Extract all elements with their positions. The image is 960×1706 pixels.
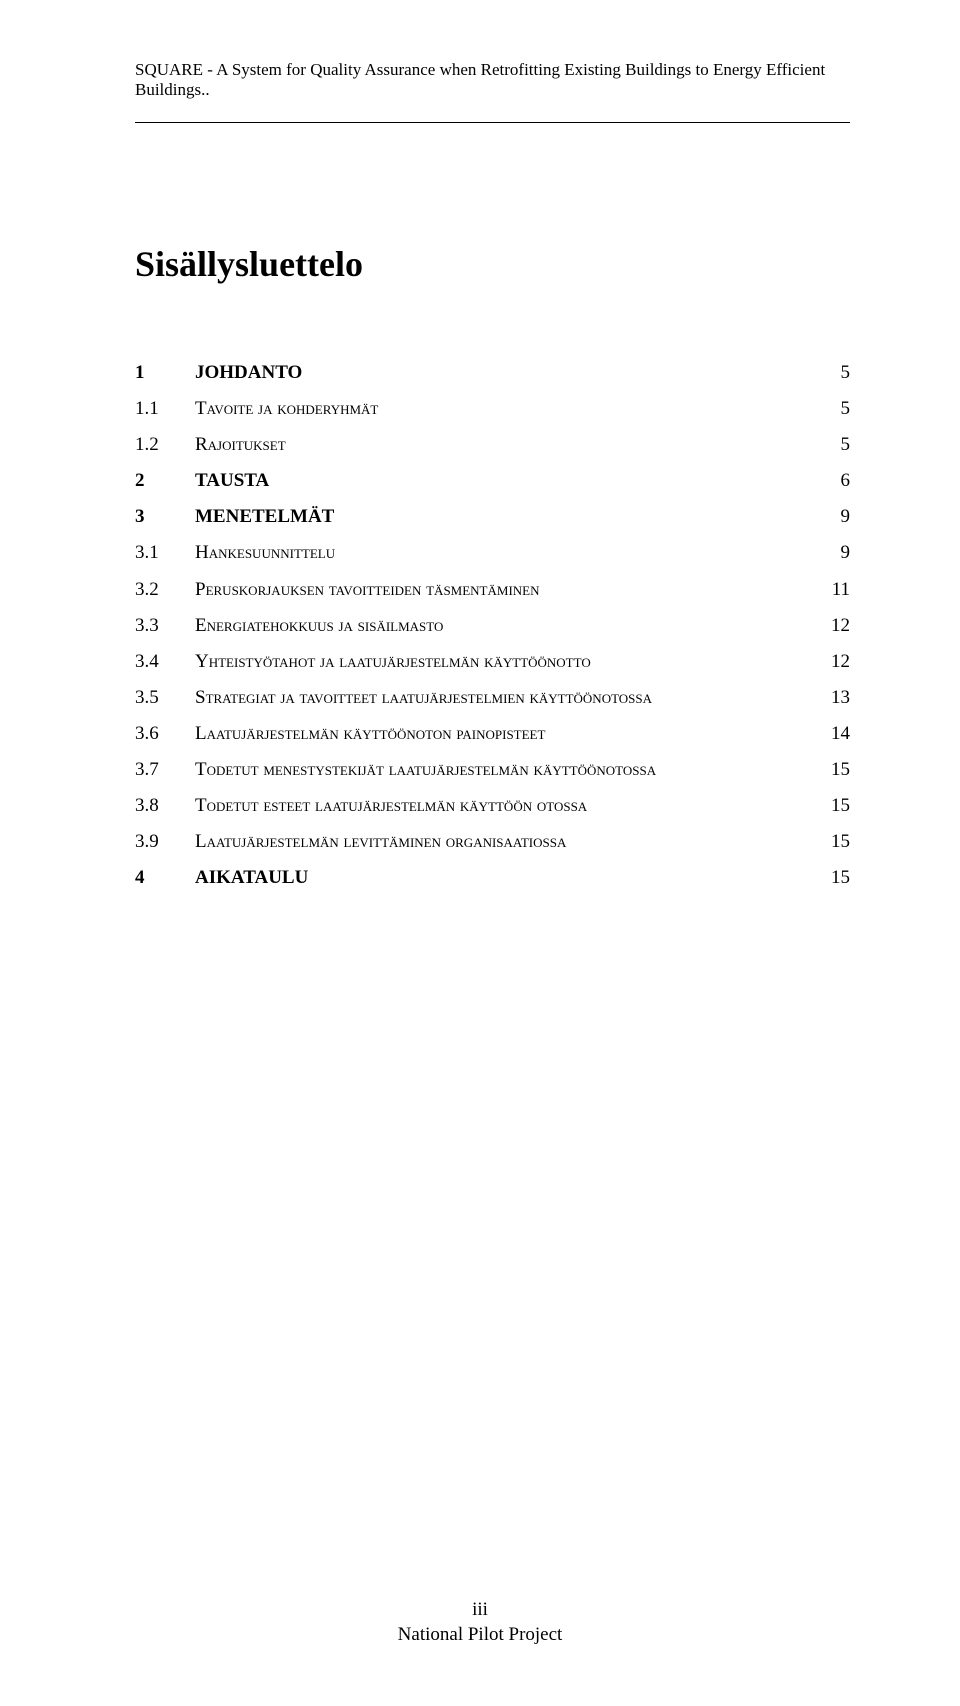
toc-entry-page: 15 — [820, 860, 850, 896]
toc-entry: 2TAUSTA 6 — [135, 463, 850, 499]
toc-entry: 4AIKATAULU 15 — [135, 860, 850, 896]
toc-entry: 3.4Yhteistyötahot ja laatujärjestelmän k… — [135, 644, 850, 680]
toc-entry-left: 3.7Todetut menestystekijät laatujärjeste… — [135, 752, 656, 788]
header-rule — [135, 122, 850, 123]
toc-entry-left: 2TAUSTA — [135, 463, 269, 499]
toc-entry-number: 3.1 — [135, 535, 195, 571]
toc-entry-number: 3.7 — [135, 752, 195, 788]
toc-entry-text: AIKATAULU — [195, 860, 308, 896]
toc-entry-text: Laatujärjestelmän levittäminen organisaa… — [195, 824, 566, 860]
toc-entry-page: 6 — [820, 463, 850, 499]
toc-entry: 1JOHDANTO 5 — [135, 355, 850, 391]
toc-entry-left: 1.2Rajoitukset — [135, 427, 286, 463]
toc-entry: 3.6Laatujärjestelmän käyttöönoton painop… — [135, 716, 850, 752]
toc-entry: 3.2Peruskorjauksen tavoitteiden täsmentä… — [135, 572, 850, 608]
toc-entry-left: 3.1Hankesuunnittelu — [135, 535, 335, 571]
toc-entry-number: 4 — [135, 860, 195, 896]
toc-entry: 1.2Rajoitukset 5 — [135, 427, 850, 463]
toc-entry-text: Tavoite ja kohderyhmät — [195, 391, 378, 427]
toc-entry-text: Rajoitukset — [195, 427, 286, 463]
toc-entry-left: 1.1Tavoite ja kohderyhmät — [135, 391, 378, 427]
toc-entry: 3MENETELMÄT 9 — [135, 499, 850, 535]
toc-entry-page: 9 — [820, 535, 850, 571]
toc-entry-left: 3.4Yhteistyötahot ja laatujärjestelmän k… — [135, 644, 591, 680]
toc-entry-number: 3 — [135, 499, 195, 535]
toc-entry-number: 3.2 — [135, 572, 195, 608]
toc-entry-left: 4AIKATAULU — [135, 860, 308, 896]
toc-entry-page: 13 — [820, 680, 850, 716]
toc-entry-page: 5 — [820, 355, 850, 391]
toc-entry-left: 3.8Todetut esteet laatujärjestelmän käyt… — [135, 788, 587, 824]
toc-entry-page: 15 — [820, 824, 850, 860]
toc-list: 1JOHDANTO51.1Tavoite ja kohderyhmät51.2R… — [135, 355, 850, 896]
toc-entry-text: Hankesuunnittelu — [195, 535, 335, 571]
toc-entry-number: 3.6 — [135, 716, 195, 752]
toc-entry: 3.1Hankesuunnittelu 9 — [135, 535, 850, 571]
toc-entry-text: Todetut esteet laatujärjestelmän käyttöö… — [195, 788, 587, 824]
toc-entry-left: 3.9Laatujärjestelmän levittäminen organi… — [135, 824, 566, 860]
toc-entry: 3.3Energiatehokkuus ja sisäilmasto 12 — [135, 608, 850, 644]
toc-title: Sisällysluettelo — [135, 243, 850, 285]
page: SQUARE - A System for Quality Assurance … — [0, 0, 960, 1706]
toc-entry-number: 3.9 — [135, 824, 195, 860]
toc-entry: 3.7Todetut menestystekijät laatujärjeste… — [135, 752, 850, 788]
toc-entry-number: 3.4 — [135, 644, 195, 680]
toc-entry-left: 3MENETELMÄT — [135, 499, 334, 535]
toc-entry-number: 3.8 — [135, 788, 195, 824]
toc-entry-text: Yhteistyötahot ja laatujärjestelmän käyt… — [195, 644, 591, 680]
toc-entry: 1.1Tavoite ja kohderyhmät 5 — [135, 391, 850, 427]
toc-entry-text: MENETELMÄT — [195, 499, 334, 535]
toc-entry-page: 12 — [820, 644, 850, 680]
toc-entry-number: 1.2 — [135, 427, 195, 463]
toc-entry-number: 3.3 — [135, 608, 195, 644]
toc-entry-left: 3.5Strategiat ja tavoitteet laatujärjest… — [135, 680, 652, 716]
page-footer: iii National Pilot Project — [0, 1597, 960, 1648]
toc-entry-text: Energiatehokkuus ja sisäilmasto — [195, 608, 443, 644]
footer-doc-label: National Pilot Project — [0, 1622, 960, 1648]
toc-entry-page: 15 — [820, 752, 850, 788]
toc-entry-page: 9 — [820, 499, 850, 535]
toc-entry-page: 14 — [820, 716, 850, 752]
toc-entry-page: 15 — [820, 788, 850, 824]
toc-entry-page: 5 — [820, 391, 850, 427]
toc-entry-number: 1 — [135, 355, 195, 391]
toc-entry-text: Peruskorjauksen tavoitteiden täsmentämin… — [195, 572, 540, 608]
footer-page-number: iii — [0, 1597, 960, 1623]
toc-entry-left: 1JOHDANTO — [135, 355, 302, 391]
toc-entry-number: 2 — [135, 463, 195, 499]
toc-entry-text: Todetut menestystekijät laatujärjestelmä… — [195, 752, 656, 788]
toc-entry-page: 11 — [820, 572, 850, 608]
toc-entry-left: 3.6Laatujärjestelmän käyttöönoton painop… — [135, 716, 545, 752]
toc-entry-text: TAUSTA — [195, 463, 269, 499]
toc-entry: 3.5Strategiat ja tavoitteet laatujärjest… — [135, 680, 850, 716]
toc-entry-text: JOHDANTO — [195, 355, 302, 391]
toc-entry: 3.8Todetut esteet laatujärjestelmän käyt… — [135, 788, 850, 824]
toc-entry-left: 3.3Energiatehokkuus ja sisäilmasto — [135, 608, 443, 644]
running-header: SQUARE - A System for Quality Assurance … — [135, 60, 850, 122]
toc-entry-number: 3.5 — [135, 680, 195, 716]
toc-entry-left: 3.2Peruskorjauksen tavoitteiden täsmentä… — [135, 572, 540, 608]
toc-entry-text: Laatujärjestelmän käyttöönoton painopist… — [195, 716, 545, 752]
toc-entry-page: 5 — [820, 427, 850, 463]
toc-entry: 3.9Laatujärjestelmän levittäminen organi… — [135, 824, 850, 860]
toc-entry-page: 12 — [820, 608, 850, 644]
toc-entry-number: 1.1 — [135, 391, 195, 427]
toc-entry-text: Strategiat ja tavoitteet laatujärjestelm… — [195, 680, 652, 716]
